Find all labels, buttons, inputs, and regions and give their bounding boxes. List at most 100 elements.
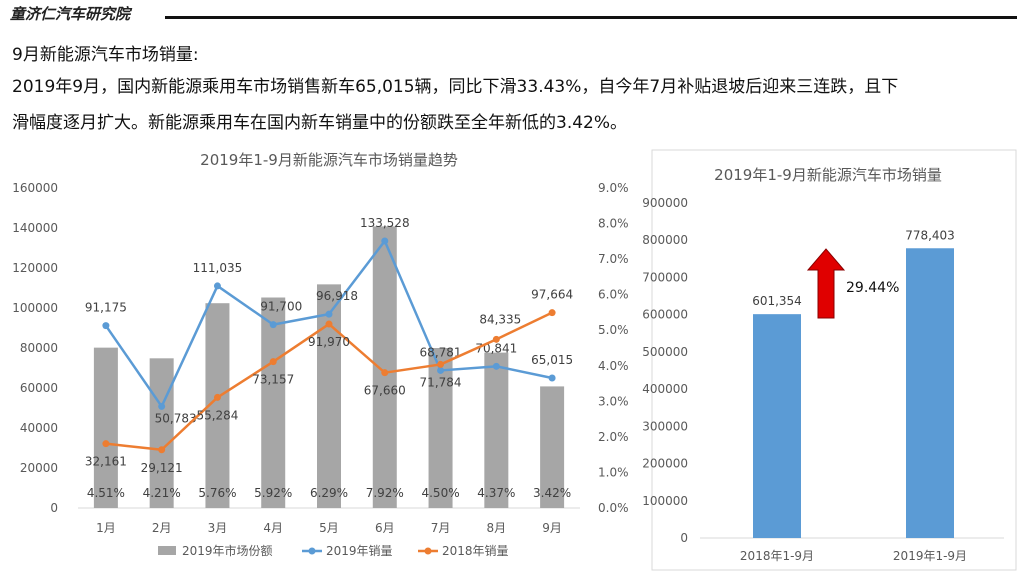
sales-2019-point — [269, 321, 277, 329]
share-bar — [372, 226, 397, 508]
sales-2019-point — [548, 374, 556, 382]
right-axis-tick-label: 5.0% — [598, 323, 629, 337]
sales-2018-label: 97,664 — [531, 288, 573, 302]
intro-heading: 9月新能源汽车市场销量: — [12, 45, 199, 65]
x-axis-tick-label: 7月 — [431, 521, 451, 535]
sales-2019-point — [492, 362, 500, 370]
intro-line-2: 滑幅度逐月扩大。新能源乘用车在国内新车销量中的份额跌至全年新低的3.42%。 — [12, 113, 628, 133]
legend-marker — [424, 547, 432, 555]
share-bar — [484, 352, 509, 508]
sales-2018-point — [381, 369, 389, 377]
sales-2018-point — [492, 335, 500, 343]
right-axis-tick-label: 1.0% — [598, 465, 629, 479]
sales-2018-label: 71,784 — [420, 375, 462, 389]
sales-2019-point — [325, 310, 333, 318]
share-bar-label: 5.76% — [198, 486, 236, 500]
sales-2019-label: 91,175 — [85, 301, 127, 315]
ytd-axis-tick-label: 800000 — [642, 233, 688, 247]
left-axis-tick-label: 140000 — [12, 221, 58, 235]
ytd-chart-title: 2019年1-9月新能源汽车市场销量 — [714, 166, 942, 184]
left-axis-tick-label: 20000 — [20, 461, 58, 475]
share-bar — [540, 386, 565, 508]
sales-2019-label: 96,918 — [316, 289, 358, 303]
ytd-axis-tick-label: 500000 — [642, 345, 688, 359]
x-axis-tick-label: 8月 — [487, 521, 507, 535]
left-axis-tick-label: 160000 — [12, 181, 58, 195]
sales-2018-point — [548, 309, 556, 317]
left-axis-tick-label: 80000 — [20, 341, 58, 355]
right-axis-tick-label: 4.0% — [598, 359, 629, 373]
sales-2019-point — [437, 366, 445, 374]
left-axis-tick-label: 60000 — [20, 381, 58, 395]
ytd-axis-tick-label: 400000 — [642, 382, 688, 396]
sales-2019-point — [158, 402, 166, 410]
sales-2018-label: 32,161 — [85, 455, 127, 469]
header-rule — [165, 16, 1017, 19]
sales-2018-point — [102, 440, 110, 448]
legend-label: 2018年销量 — [442, 544, 509, 558]
left-axis-tick-label: 0 — [50, 501, 58, 515]
ytd-axis-tick-label: 700000 — [642, 270, 688, 284]
legend-label: 2019年销量 — [326, 544, 393, 558]
ytd-bar — [906, 248, 954, 538]
ytd-axis-tick-label: 300000 — [642, 419, 688, 433]
sales-2018-label: 29,121 — [141, 461, 183, 475]
intro-line-1: 2019年9月，国内新能源乘用车市场销售新车65,015辆，同比下滑33.43%… — [12, 77, 899, 97]
sales-2018-point — [325, 320, 333, 328]
ytd-category-label: 2018年1-9月 — [740, 549, 814, 563]
share-bar-label: 4.21% — [143, 486, 181, 500]
share-bar-label: 3.42% — [533, 486, 571, 500]
share-bar — [149, 358, 174, 508]
share-bar — [428, 348, 453, 508]
x-axis-tick-label: 9月 — [542, 521, 562, 535]
sales-2019-point — [213, 282, 221, 290]
trend-chart-title: 2019年1-9月新能源汽车市场销量趋势 — [200, 151, 458, 169]
share-bar-label: 4.51% — [87, 486, 125, 500]
sales-2018-label: 91,970 — [308, 335, 350, 349]
sales-2019-label: 50,783 — [155, 411, 197, 425]
ytd-bar — [753, 314, 801, 538]
share-bar — [317, 284, 341, 508]
share-bar — [261, 297, 286, 508]
ytd-chart-frame — [651, 149, 1017, 571]
right-axis-tick-label: 8.0% — [598, 217, 629, 231]
share-bar-label: 6.29% — [310, 486, 348, 500]
sales-2018-point — [269, 358, 277, 366]
x-axis-tick-label: 4月 — [263, 521, 283, 535]
sales-2018-label: 84,335 — [479, 312, 521, 326]
share-bar-label: 4.50% — [421, 486, 459, 500]
ytd-axis-tick-label: 100000 — [642, 494, 688, 508]
x-axis-tick-label: 3月 — [208, 521, 228, 535]
right-axis-tick-label: 2.0% — [598, 430, 629, 444]
growth-arrow-icon — [806, 248, 846, 319]
sales-2018-point — [437, 360, 445, 368]
ytd-axis-tick-label: 0 — [680, 531, 688, 545]
right-axis-tick-label: 7.0% — [598, 252, 629, 266]
x-axis-tick-label: 5月 — [319, 521, 339, 535]
right-axis-tick-label: 9.0% — [598, 181, 629, 195]
sales-2018-label: 73,157 — [252, 373, 294, 387]
ytd-axis-tick-label: 900000 — [642, 196, 688, 210]
left-axis-tick-label: 120000 — [12, 261, 58, 275]
growth-label: 29.44% — [846, 280, 899, 296]
share-bar-label: 4.37% — [477, 486, 515, 500]
sales-2018-point — [158, 446, 166, 454]
legend-label: 2019年市场份额 — [182, 543, 273, 558]
ytd-axis-tick-label: 200000 — [642, 457, 688, 471]
legend-marker — [308, 547, 316, 555]
ytd-category-label: 2019年1-9月 — [893, 549, 967, 563]
sales-2019-label: 68,781 — [420, 345, 462, 359]
sales-2018-label: 55,284 — [196, 408, 238, 422]
right-axis-tick-label: 6.0% — [598, 288, 629, 302]
share-bar-label: 5.92% — [254, 486, 292, 500]
sales-2019-label: 91,700 — [260, 300, 302, 314]
sales-2018-label: 67,660 — [364, 384, 406, 398]
x-axis-tick-label: 2月 — [152, 521, 172, 535]
ytd-bar-label: 601,354 — [752, 294, 802, 308]
right-axis-tick-label: 0.0% — [598, 501, 629, 515]
sales-2019-point — [381, 237, 389, 245]
left-axis-tick-label: 40000 — [20, 421, 58, 435]
share-bar — [93, 347, 118, 508]
sales-2019-label: 65,015 — [531, 353, 573, 367]
